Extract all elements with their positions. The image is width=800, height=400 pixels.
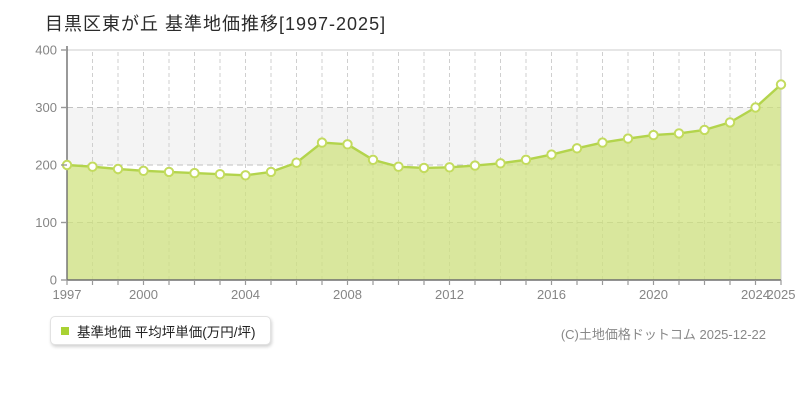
data-point-2011: [418, 162, 430, 174]
area-fill: [67, 84, 781, 280]
x-tick-label-2004: 2004: [231, 287, 260, 302]
x-tick-label-2000: 2000: [129, 287, 158, 302]
y-tick-label-0: 0: [50, 273, 57, 288]
data-point-2002: [189, 167, 200, 179]
data-point-2017: [571, 143, 583, 154]
data-point-2009: [367, 154, 379, 166]
data-point-2019: [622, 133, 634, 144]
x-tick-label-2012: 2012: [435, 287, 464, 302]
y-tick-label-400: 400: [35, 43, 57, 58]
legend: 基準地価 平均坪単価(万円/坪): [50, 316, 271, 345]
data-point-1999: [112, 163, 124, 175]
chart-title: 目黒区東が丘 基準地価推移[1997-2025]: [45, 14, 387, 34]
x-tick-label-2025: 2025: [767, 287, 796, 302]
green-square-icon: [61, 326, 69, 335]
data-point-2025: [775, 79, 787, 90]
data-point-2000: [138, 165, 149, 177]
data-point-2012: [444, 162, 455, 173]
data-point-2001: [163, 166, 175, 178]
data-point-2010: [393, 161, 404, 172]
data-point-2021: [673, 128, 685, 139]
data-point-2004: [240, 170, 251, 181]
data-point-2003: [214, 169, 226, 180]
data-point-2015: [520, 154, 532, 166]
copyright-text: (C)土地価格ドットコム 2025-12-22: [560, 327, 766, 342]
data-point-2005: [265, 166, 277, 178]
data-point-2018: [597, 137, 608, 148]
x-tick-label-2008: 2008: [333, 287, 362, 302]
data-point-1998: [87, 161, 98, 172]
x-tick-label-2024: 2024: [741, 287, 770, 302]
data-point-2016: [546, 149, 557, 160]
x-tick-label-1997: 1997: [53, 287, 82, 302]
data-point-2008: [342, 139, 353, 150]
data-points: [61, 79, 787, 181]
data-point-2007: [316, 137, 328, 148]
data-point-2022: [699, 124, 710, 136]
y-tick-label-100: 100: [35, 215, 57, 230]
price-trend-chart: 0 100 200 300 400 1997 2000 2004 2008 2012 2016 202…: [35, 43, 796, 303]
y-axis-ticks: 0 100 200 300 400: [35, 43, 67, 288]
y-tick-label-300: 300: [35, 100, 57, 115]
y-tick-label-200: 200: [35, 158, 57, 173]
data-point-2023: [724, 117, 736, 128]
data-point-2020: [648, 129, 659, 141]
data-point-2013: [469, 160, 481, 171]
x-tick-label-2016: 2016: [537, 287, 566, 302]
data-point-2024: [750, 102, 761, 113]
data-point-2006: [291, 157, 302, 168]
price-trend-plot: 0 100 200 300 400 1997 2000 2004 2008 2012 2016 202…: [35, 43, 796, 303]
x-tick-label-2020: 2020: [639, 287, 668, 302]
data-point-2014: [495, 158, 506, 169]
legend-label: 基準地価 平均坪単価(万円/坪): [77, 324, 256, 340]
